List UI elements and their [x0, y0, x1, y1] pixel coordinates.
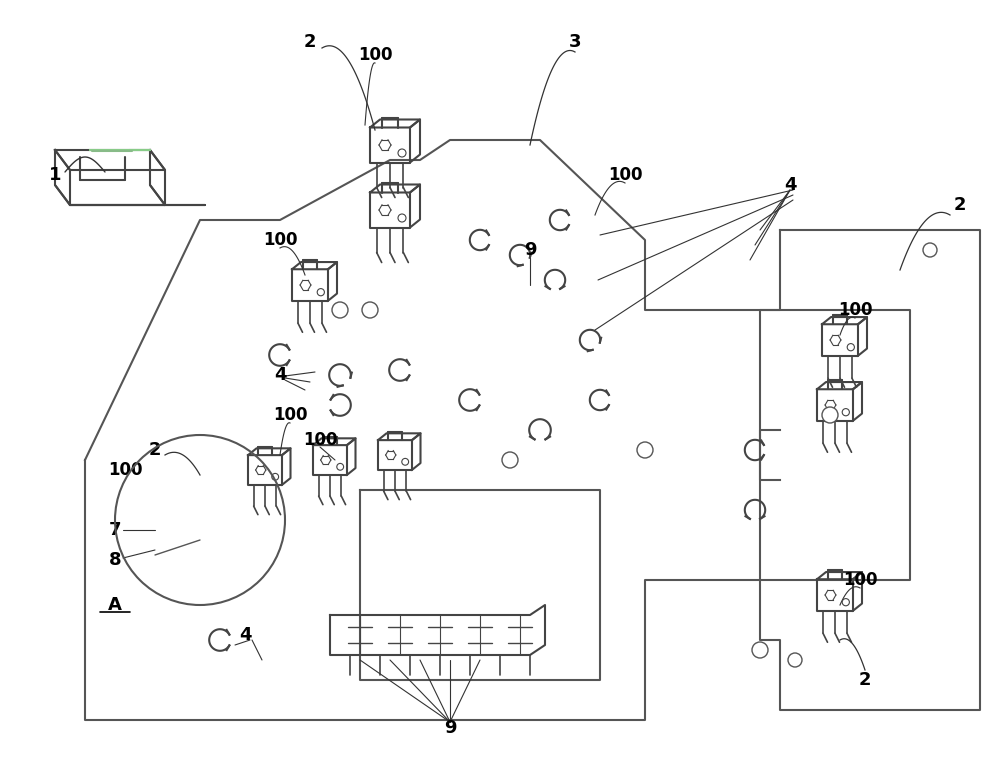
Circle shape	[923, 243, 937, 257]
Text: 8: 8	[109, 551, 121, 569]
Text: 100: 100	[273, 406, 307, 424]
Text: 100: 100	[358, 46, 392, 64]
Circle shape	[847, 343, 854, 350]
Circle shape	[752, 642, 768, 658]
Text: 2: 2	[149, 441, 161, 459]
Circle shape	[398, 214, 406, 222]
Text: 7: 7	[109, 521, 121, 539]
Circle shape	[332, 302, 348, 318]
Circle shape	[337, 463, 344, 470]
Text: 9: 9	[444, 719, 456, 737]
Text: 100: 100	[263, 231, 297, 249]
Circle shape	[822, 407, 838, 423]
Text: 9: 9	[524, 241, 536, 259]
Text: 4: 4	[239, 626, 251, 644]
Text: 100: 100	[608, 166, 642, 184]
Text: 1: 1	[49, 166, 61, 184]
Text: 100: 100	[838, 301, 872, 319]
Text: 2: 2	[304, 33, 316, 51]
Text: 4: 4	[274, 366, 286, 384]
Text: 3: 3	[569, 33, 581, 51]
Circle shape	[402, 459, 409, 465]
Circle shape	[788, 653, 802, 667]
Circle shape	[842, 408, 849, 416]
Text: A: A	[108, 596, 122, 614]
Circle shape	[362, 302, 378, 318]
Text: 100: 100	[843, 571, 877, 589]
Text: 2: 2	[859, 671, 871, 689]
Circle shape	[637, 442, 653, 458]
Circle shape	[502, 452, 518, 468]
Circle shape	[317, 289, 324, 296]
Circle shape	[272, 474, 279, 480]
Circle shape	[842, 599, 849, 606]
Text: 2: 2	[954, 196, 966, 214]
Text: 100: 100	[303, 431, 337, 449]
Circle shape	[398, 149, 406, 157]
Text: 4: 4	[784, 176, 796, 194]
Text: 100: 100	[108, 461, 142, 479]
